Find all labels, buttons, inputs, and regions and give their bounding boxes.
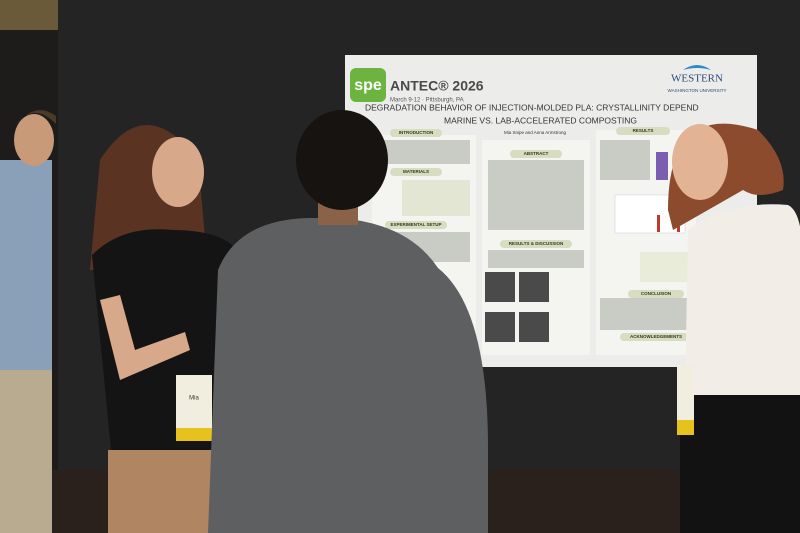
- pants: [108, 450, 226, 533]
- arm: [100, 295, 190, 380]
- spe-logo: spe: [354, 77, 382, 94]
- spe-logo-bg: [350, 68, 386, 102]
- title-line-1: DEGRADATION BEHAVIOR OF INJECTION-MOLDED…: [365, 102, 699, 112]
- wall-light: [0, 0, 60, 30]
- section-header: EXPERIMENTAL SETUP: [390, 222, 441, 227]
- person-right: [668, 123, 800, 533]
- conference: ANTEC® 2026: [390, 78, 484, 94]
- section-pill: [500, 240, 572, 248]
- dates: March 9-12 · Pittsburgh, PA: [390, 98, 464, 104]
- section-pill: [390, 129, 442, 137]
- hair: [296, 110, 388, 210]
- face: [672, 124, 728, 200]
- color-chart: [656, 152, 668, 180]
- jacket: [208, 218, 488, 533]
- skirt: [680, 395, 800, 533]
- section-header: RESULTS: [633, 128, 654, 133]
- section-pill: [616, 127, 670, 135]
- section-header: RESULTS & DISCUSSION: [509, 241, 563, 246]
- section-pill: [385, 221, 447, 229]
- face: [152, 137, 204, 207]
- hair: [14, 110, 56, 128]
- section-header: INTRODUCTION: [399, 130, 434, 135]
- head: [14, 114, 54, 166]
- materials-table: [402, 180, 470, 216]
- person-far-left: [0, 110, 56, 533]
- section-pill: [620, 333, 692, 341]
- section-header: ACKNOWLEDGEMENTS: [630, 334, 682, 339]
- micrographs: [485, 272, 549, 342]
- badge-stripe: [176, 428, 212, 441]
- chart-bar: [657, 215, 660, 232]
- university-1: WESTERN: [671, 73, 723, 85]
- blouse: [685, 204, 800, 395]
- section-pill: [390, 168, 442, 176]
- authors: Mia Snipe and Anna Armstrong: [504, 130, 567, 135]
- badge-stripe: [677, 420, 694, 435]
- section-header: MATERIALS: [403, 169, 429, 174]
- badge: [677, 365, 694, 435]
- section-header: CONCLUSION: [641, 291, 671, 296]
- text-lines: [378, 140, 690, 330]
- pants: [0, 370, 52, 533]
- section-pill: [628, 290, 684, 298]
- shirt: [0, 160, 52, 370]
- badge-name: Mia: [189, 396, 199, 402]
- presenter: Mia: [90, 125, 242, 533]
- university-logo: [683, 65, 711, 70]
- title-line-2: MARINE VS. LAB-ACCELERATED COMPOSTING: [444, 115, 637, 125]
- results-table: [640, 252, 690, 282]
- section-pill: [510, 150, 562, 158]
- section-header: ABSTRACT: [524, 151, 549, 156]
- university-2: WASHINGTON UNIVERSITY: [667, 88, 726, 93]
- listener-back: [208, 110, 488, 533]
